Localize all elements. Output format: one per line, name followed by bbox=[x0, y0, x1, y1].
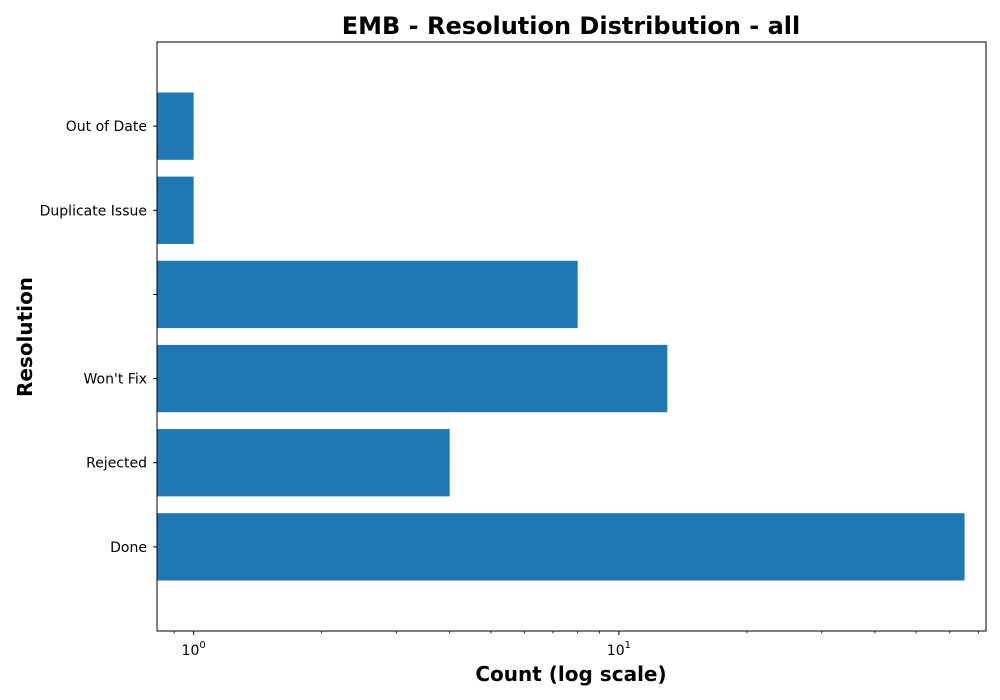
plot-frame bbox=[156, 41, 987, 632]
bar-blank bbox=[157, 260, 578, 329]
y-tick-label: Done bbox=[110, 540, 147, 556]
y-tick-label: Won't Fix bbox=[84, 372, 147, 388]
bar-out-of-date bbox=[157, 92, 194, 160]
y-tick-label: Out of Date bbox=[66, 119, 147, 135]
x-axis-label: Count (log scale) bbox=[475, 662, 666, 686]
bar-done bbox=[157, 513, 965, 581]
bar-rejected bbox=[157, 429, 450, 497]
y-tick-label: Rejected bbox=[86, 456, 147, 472]
y-axis-label: Resolution bbox=[13, 277, 37, 397]
bar-won-t-fix bbox=[157, 344, 668, 413]
chart-title: EMB - Resolution Distribution - all bbox=[342, 12, 801, 40]
y-tick-label: Duplicate Issue bbox=[40, 203, 147, 219]
x-tick-label: 101 bbox=[607, 640, 631, 659]
bars-layer bbox=[157, 92, 965, 581]
y-axis-ticks: Done Rejected Won't Fix Duplicate Issue Out … bbox=[40, 119, 157, 556]
x-axis-ticks: 100 101 bbox=[173, 631, 979, 659]
x-tick-label: 100 bbox=[182, 640, 206, 659]
bar-duplicate-issue bbox=[157, 176, 194, 244]
